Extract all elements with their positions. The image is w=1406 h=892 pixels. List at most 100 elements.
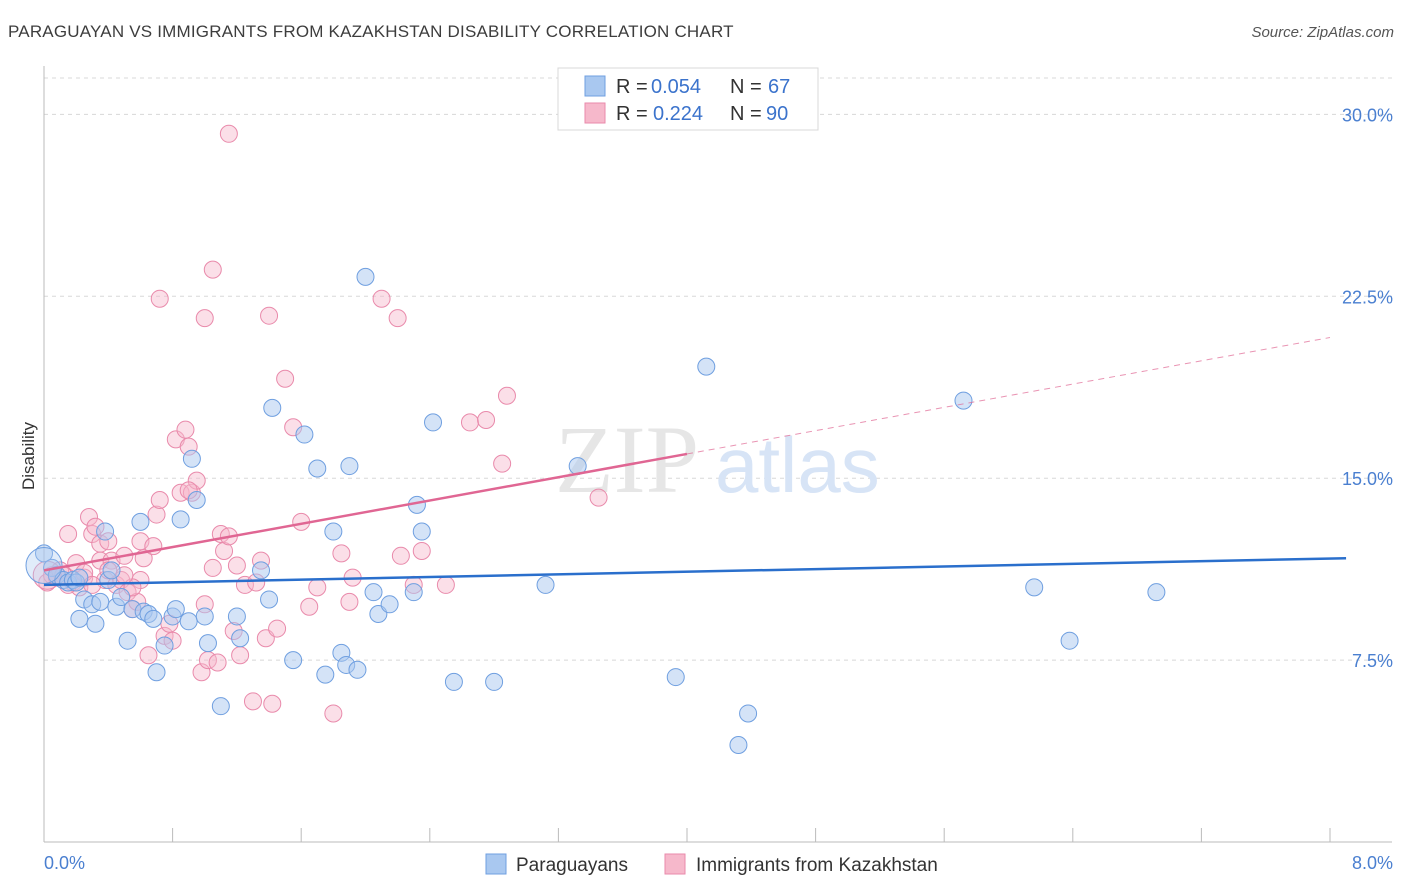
data-point-paraguayans — [263, 398, 282, 417]
bottom-legend-kazakhstan: Immigrants from Kazakhstan — [696, 855, 938, 876]
data-point-paraguayans — [1060, 631, 1079, 650]
data-point-paraguayans — [666, 668, 685, 687]
source-label: Source: ZipAtlas.com — [1251, 24, 1394, 41]
data-point-kazakhstan — [231, 646, 250, 665]
trend-line-paraguayans — [43, 556, 1347, 587]
data-point-paraguayans — [348, 660, 367, 679]
legend-n-value-1: 67 — [768, 76, 790, 98]
data-point-paraguayans — [316, 665, 335, 684]
legend-r-value-2: 0.224 — [653, 103, 703, 125]
x-tick-label-max: 8.0% — [1352, 853, 1393, 873]
data-point-paraguayans — [227, 607, 246, 626]
x-tick-labels: 0.0% 8.0% — [44, 853, 1393, 873]
data-point-kazakhstan — [436, 575, 455, 594]
data-point-kazakhstan — [497, 386, 516, 405]
data-point-kazakhstan — [147, 505, 166, 524]
data-point-paraguayans — [144, 609, 163, 628]
data-point-paraguayans — [231, 629, 250, 648]
data-point-kazakhstan — [176, 420, 195, 439]
data-point-paraguayans — [295, 425, 314, 444]
legend-r-label-1: R = — [616, 76, 648, 98]
data-point-kazakhstan — [203, 260, 222, 279]
data-point-kazakhstan — [203, 558, 222, 577]
data-point-paraguayans — [536, 575, 555, 594]
data-point-paraguayans — [444, 672, 463, 691]
data-point-paraguayans — [70, 568, 89, 587]
data-point-paraguayans — [182, 449, 201, 468]
axes — [43, 66, 1392, 843]
y-tick-label: 22.5% — [1342, 287, 1393, 307]
legend-r-label-2: R = — [616, 103, 648, 125]
gridlines — [44, 77, 1392, 661]
y-tick-labels: 7.5% 15.0% 22.5% 30.0% — [1342, 105, 1393, 671]
data-point-kazakhstan — [150, 289, 169, 308]
data-point-paraguayans — [102, 561, 121, 580]
legend-swatch-pink — [584, 102, 606, 124]
data-point-paraguayans — [404, 583, 423, 602]
x-tick-label-min: 0.0% — [44, 853, 85, 873]
data-point-kazakhstan — [300, 597, 319, 616]
trend-lines — [43, 337, 1347, 587]
data-point-paraguayans — [380, 595, 399, 614]
data-point-paraguayans — [485, 672, 504, 691]
data-point-kazakhstan — [80, 507, 99, 526]
data-point-paraguayans — [195, 607, 214, 626]
data-point-kazakhstan — [477, 410, 496, 429]
data-point-kazakhstan — [59, 524, 78, 543]
data-point-paraguayans — [364, 583, 383, 602]
data-point-paraguayans — [340, 457, 359, 476]
data-point-paraguayans — [112, 588, 131, 607]
data-point-paraguayans — [198, 634, 217, 653]
series-paraguayans-points — [25, 267, 1166, 754]
bottom-legend: Paraguayans Immigrants from Kazakhstan — [485, 853, 938, 876]
data-point-paraguayans — [91, 592, 110, 611]
data-point-kazakhstan — [215, 541, 234, 560]
data-point-kazakhstan — [372, 289, 391, 308]
data-point-kazakhstan — [260, 306, 279, 325]
data-point-paraguayans — [131, 512, 150, 531]
data-point-paraguayans — [155, 636, 174, 655]
y-axis-label: Disability — [19, 421, 38, 490]
bottom-legend-swatch-blue — [485, 853, 507, 875]
data-point-paraguayans — [739, 704, 758, 723]
trend-line-kazakhstan-extension — [686, 337, 1331, 455]
data-point-paraguayans-cluster — [25, 547, 63, 585]
data-point-paraguayans — [171, 510, 190, 529]
legend-swatch-blue — [584, 75, 606, 97]
y-tick-label: 7.5% — [1352, 651, 1393, 671]
data-point-kazakhstan — [332, 544, 351, 563]
chart-title: PARAGUAYAN VS IMMIGRANTS FROM KAZAKHSTAN… — [8, 22, 734, 41]
data-point-paraguayans — [179, 612, 198, 631]
legend-n-label-1: N = — [730, 76, 762, 98]
data-point-paraguayans — [86, 614, 105, 633]
data-point-paraguayans — [308, 459, 327, 478]
data-point-kazakhstan — [243, 692, 262, 711]
data-point-kazakhstan — [460, 413, 479, 432]
data-point-kazakhstan — [227, 556, 246, 575]
data-point-paraguayans — [954, 391, 973, 410]
data-point-kazakhstan — [324, 704, 343, 723]
data-point-kazakhstan — [268, 619, 287, 638]
data-point-paraguayans — [147, 663, 166, 682]
data-point-kazakhstan — [208, 653, 227, 672]
data-point-paraguayans — [729, 735, 748, 754]
watermark: ZIP atlas — [555, 406, 880, 513]
data-point-paraguayans — [211, 697, 230, 716]
data-point-paraguayans — [260, 590, 279, 609]
data-point-paraguayans — [424, 413, 443, 432]
data-point-paraguayans — [252, 561, 271, 580]
data-point-kazakhstan — [276, 369, 295, 388]
data-point-kazakhstan — [340, 592, 359, 611]
y-tick-label: 30.0% — [1342, 105, 1393, 125]
data-point-paraguayans — [356, 267, 375, 286]
data-point-paraguayans — [96, 522, 115, 541]
y-tick-label: 15.0% — [1342, 469, 1393, 489]
data-point-paraguayans — [187, 491, 206, 510]
data-point-kazakhstan — [263, 694, 282, 713]
data-point-kazakhstan — [150, 491, 169, 510]
data-point-paraguayans — [1025, 578, 1044, 597]
data-point-kazakhstan — [412, 541, 431, 560]
bottom-legend-paraguayans: Paraguayans — [516, 855, 628, 876]
trend-line-kazakhstan — [43, 452, 688, 572]
data-point-kazakhstan — [493, 454, 512, 473]
